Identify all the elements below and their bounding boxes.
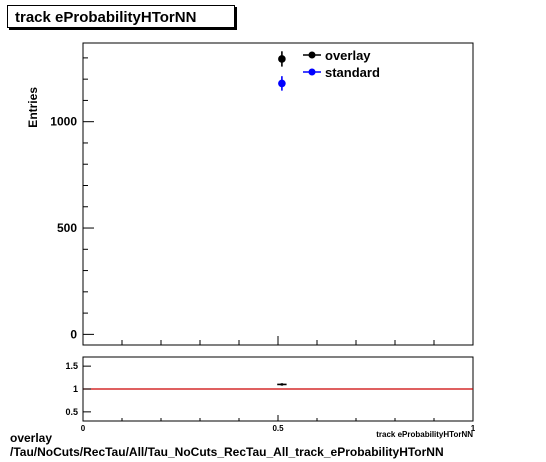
y-tick-label: 0 bbox=[70, 327, 77, 341]
ratio-marker bbox=[280, 383, 284, 386]
ratio-x-tick-label: 0.5 bbox=[272, 424, 284, 433]
ratio-y-tick-label: 1 bbox=[73, 384, 78, 394]
legend-marker bbox=[308, 51, 316, 59]
ratio-y-tick-label: 0.5 bbox=[65, 407, 78, 417]
main-plot-frame bbox=[82, 42, 474, 346]
footer-line-2: /Tau/NoCuts/RecTau/All/Tau_NoCuts_RecTau… bbox=[10, 445, 444, 459]
ratio-x-tick-label: 0 bbox=[81, 424, 86, 433]
overlay-marker bbox=[278, 55, 286, 63]
y-tick-label: 1000 bbox=[50, 115, 77, 129]
ratio-x-tick-label: 1 bbox=[471, 424, 476, 433]
main-plot-border bbox=[82, 42, 474, 346]
legend-marker bbox=[308, 68, 316, 76]
title-box: track eProbabilityHTorNN bbox=[7, 5, 235, 28]
legend: overlay standard bbox=[303, 48, 380, 80]
standard-marker bbox=[278, 79, 286, 88]
legend-label: overlay bbox=[325, 48, 371, 63]
footer-line-1: overlay bbox=[10, 431, 53, 445]
ratio-y-tick-label: 1.5 bbox=[65, 361, 78, 371]
footer-caption: overlay /Tau/NoCuts/RecTau/All/Tau_NoCut… bbox=[10, 431, 444, 459]
ratio-plot-frame bbox=[82, 356, 474, 422]
main-plot-markers bbox=[278, 51, 286, 91]
chart-title: track eProbabilityHTorNN bbox=[15, 9, 197, 26]
x-axis-label: track eProbabilityHTorNN bbox=[376, 430, 473, 439]
y-tick-label: 500 bbox=[57, 221, 77, 235]
main-plot-axes: 0 500 1000 Entries bbox=[26, 57, 474, 345]
ratio-plot-markers bbox=[277, 383, 287, 386]
legend-label: standard bbox=[325, 65, 380, 80]
y-axis-label: Entries bbox=[26, 87, 40, 128]
